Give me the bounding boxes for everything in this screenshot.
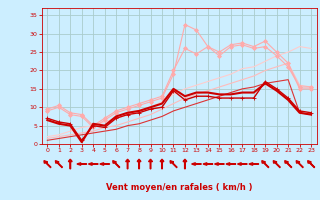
Text: Vent moyen/en rafales ( km/h ): Vent moyen/en rafales ( km/h ) bbox=[106, 183, 252, 192]
